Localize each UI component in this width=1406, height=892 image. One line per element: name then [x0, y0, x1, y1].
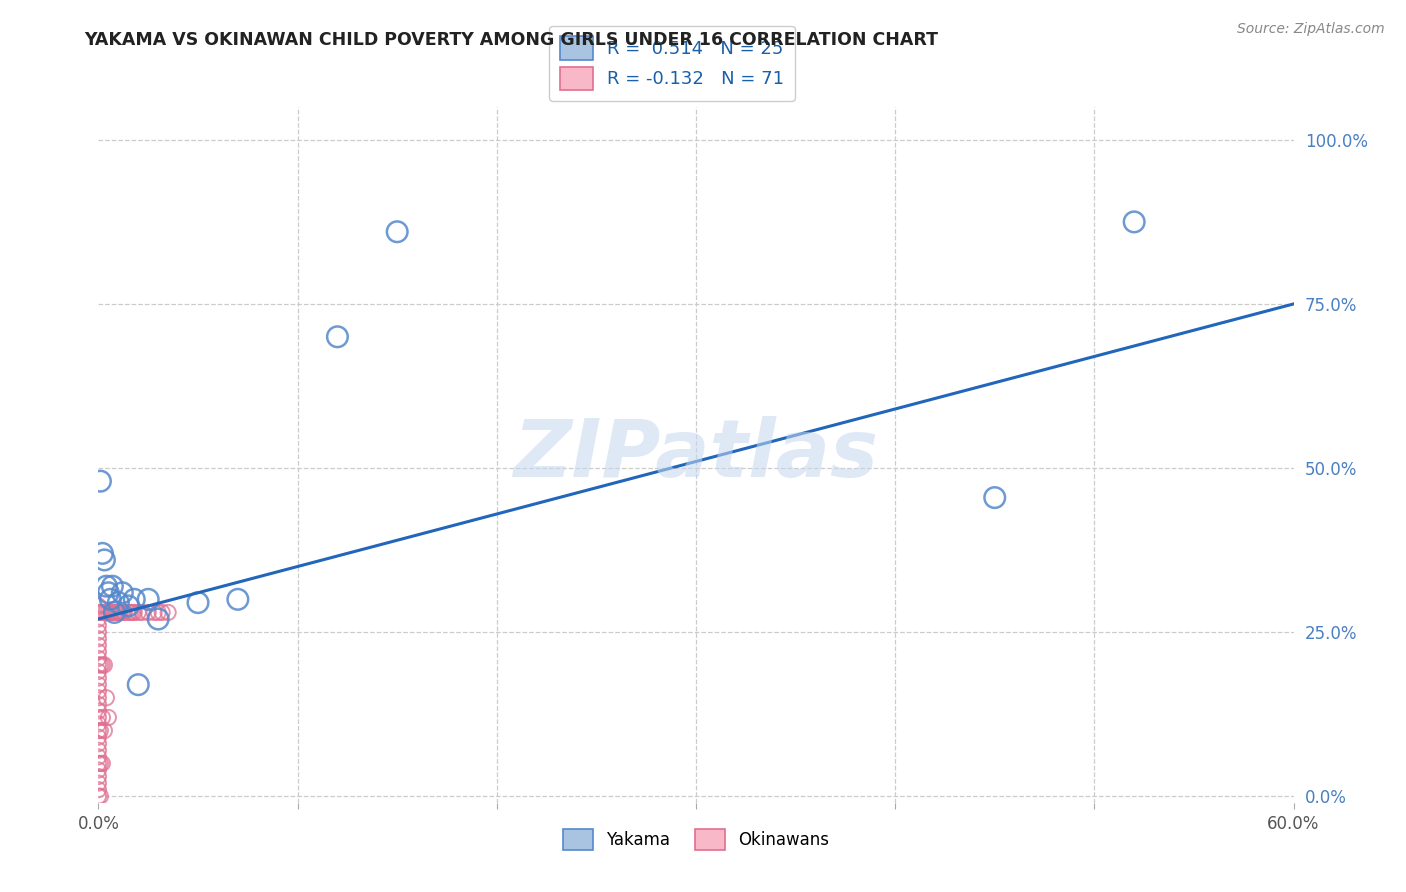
Point — [87, 763, 110, 777]
Point — [87, 651, 110, 665]
Point — [101, 579, 124, 593]
Point — [91, 756, 114, 771]
Point — [89, 474, 111, 488]
Point — [87, 618, 110, 632]
Point — [111, 606, 134, 620]
Point — [87, 690, 110, 705]
Text: ZIPatlas: ZIPatlas — [513, 416, 879, 494]
Point — [148, 612, 170, 626]
Point — [96, 690, 118, 705]
Point — [117, 606, 139, 620]
Point — [127, 678, 149, 692]
Point — [87, 756, 110, 771]
Point — [136, 606, 159, 620]
Point — [110, 606, 132, 620]
Point — [98, 592, 122, 607]
Point — [87, 730, 110, 744]
Point — [91, 606, 114, 620]
Point — [136, 592, 159, 607]
Point — [112, 606, 135, 620]
Point — [87, 625, 110, 640]
Point — [124, 592, 146, 607]
Point — [87, 678, 110, 692]
Point — [111, 586, 134, 600]
Point — [87, 645, 110, 659]
Point — [89, 756, 111, 771]
Point — [87, 789, 110, 804]
Point — [96, 606, 118, 620]
Point — [87, 612, 110, 626]
Text: YAKAMA VS OKINAWAN CHILD POVERTY AMONG GIRLS UNDER 16 CORRELATION CHART: YAKAMA VS OKINAWAN CHILD POVERTY AMONG G… — [84, 31, 938, 49]
Legend: Yakama, Okinawans: Yakama, Okinawans — [555, 822, 837, 857]
Point — [87, 704, 110, 718]
Point — [131, 606, 153, 620]
Point — [98, 606, 122, 620]
Point — [93, 723, 115, 738]
Point — [148, 606, 170, 620]
Point — [87, 671, 110, 685]
Point — [97, 586, 120, 600]
Point — [127, 606, 149, 620]
Point — [187, 596, 209, 610]
Point — [157, 606, 180, 620]
Point — [96, 579, 118, 593]
Point — [87, 638, 110, 652]
Point — [101, 606, 124, 620]
Point — [385, 225, 409, 239]
Point — [93, 553, 115, 567]
Point — [1123, 215, 1146, 229]
Point — [87, 599, 110, 613]
Point — [226, 592, 249, 607]
Point — [121, 606, 143, 620]
Point — [105, 606, 128, 620]
Text: Source: ZipAtlas.com: Source: ZipAtlas.com — [1237, 22, 1385, 37]
Point — [87, 776, 110, 790]
Point — [103, 606, 125, 620]
Point — [87, 737, 110, 751]
Point — [107, 606, 129, 620]
Point — [87, 723, 110, 738]
Point — [87, 717, 110, 731]
Point — [103, 606, 125, 620]
Point — [97, 710, 120, 724]
Point — [87, 606, 110, 620]
Point — [120, 606, 142, 620]
Point — [91, 657, 114, 672]
Point — [97, 606, 120, 620]
Point — [150, 606, 173, 620]
Point — [91, 546, 114, 560]
Point — [89, 723, 111, 738]
Point — [117, 599, 139, 613]
Point — [87, 749, 110, 764]
Point — [984, 491, 1007, 505]
Point — [91, 710, 114, 724]
Point — [89, 789, 111, 804]
Point — [87, 782, 110, 797]
Point — [93, 606, 115, 620]
Point — [326, 330, 349, 344]
Point — [143, 606, 166, 620]
Point — [87, 743, 110, 757]
Point — [87, 632, 110, 646]
Point — [87, 710, 110, 724]
Point — [124, 606, 146, 620]
Point — [93, 657, 115, 672]
Point — [87, 684, 110, 698]
Point — [89, 657, 111, 672]
Point — [87, 698, 110, 712]
Point — [89, 606, 111, 620]
Point — [87, 770, 110, 784]
Point — [87, 665, 110, 679]
Point — [107, 596, 129, 610]
Point — [87, 657, 110, 672]
